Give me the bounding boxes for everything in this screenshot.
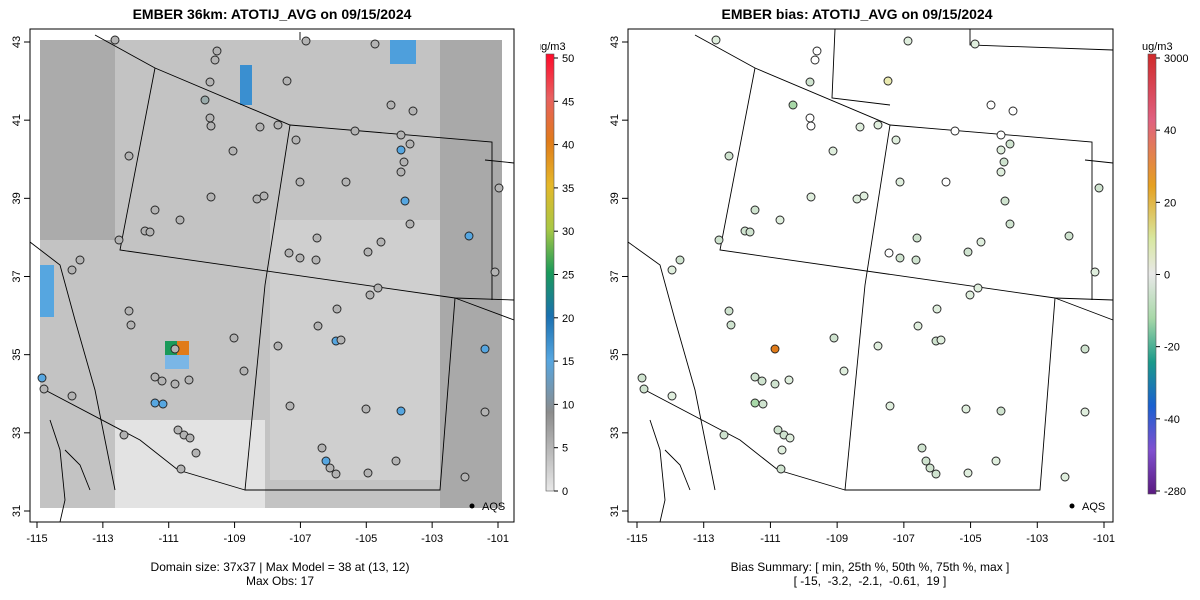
right-aqs-legend-marker xyxy=(1069,503,1075,509)
right-aqs-legend-label: AQS xyxy=(1082,501,1105,513)
y-tick-label: 33 xyxy=(11,427,23,439)
colorbar-tick-label: 0 xyxy=(562,486,568,498)
colorbar-tick-label: 20 xyxy=(562,313,574,325)
right-colorbar-unit: ug/m3 xyxy=(1142,41,1173,53)
y-tick-label: 35 xyxy=(609,349,621,361)
y-tick-label: 37 xyxy=(609,270,621,282)
y-tick-label: 43 xyxy=(11,36,23,48)
model-hotspot-blue xyxy=(165,355,189,369)
right-state-borders xyxy=(627,28,1114,523)
y-tick-label: 39 xyxy=(609,192,621,204)
x-tick-label: -109 xyxy=(826,533,848,545)
x-tick-label: -105 xyxy=(355,533,377,545)
colorbar-tick-label: 0 xyxy=(1164,270,1170,282)
y-tick-label: 33 xyxy=(609,427,621,439)
colorbar-tick-label: 15 xyxy=(562,356,574,368)
colorbar-tick-label: -280 xyxy=(1164,486,1186,498)
colorbar-tick-label: 45 xyxy=(562,96,574,108)
y-tick-label: 41 xyxy=(11,114,23,126)
model-hotspot-northeast xyxy=(390,40,416,64)
left-x-axis: -115 -113 -111 -109 -107 -105 -103 -101 xyxy=(26,522,509,545)
aqs-legend-marker xyxy=(469,503,475,509)
x-tick-label: -113 xyxy=(693,533,714,545)
left-panel-title: EMBER 36km: ATOTIJ_AVG on 09/15/2024 xyxy=(132,6,412,22)
model-hotspot-north xyxy=(240,65,252,105)
colorbar-tick-label: 40 xyxy=(1164,125,1176,137)
x-tick-label: -103 xyxy=(421,533,443,545)
right-map: AQS -115 -113 -111 -109 -107 -105 -103 -101 434… xyxy=(609,28,1115,545)
right-caption-line1: Bias Summary: [ min, 25th %, 50th %, 75t… xyxy=(730,560,1010,574)
x-tick-label: -103 xyxy=(1026,533,1048,545)
colorbar-tick-label: -20 xyxy=(1164,342,1180,354)
colorbar-tick-label: 3000 xyxy=(1164,53,1188,65)
model-max-cell xyxy=(177,341,189,355)
right-y-axis: 43 41 39 37 35 33 31 xyxy=(609,36,628,517)
right-x-axis: -115 -113 -111 -109 -107 -105 -103 -101 xyxy=(626,522,1115,545)
colorbar-tick-label: 30 xyxy=(562,226,574,238)
state-borders xyxy=(29,32,515,523)
x-tick-label: -115 xyxy=(626,533,647,545)
aqs-legend-label: AQS xyxy=(482,501,505,513)
y-tick-label: 35 xyxy=(11,349,23,361)
model-field-dark-west xyxy=(40,40,115,240)
colorbar-tick-label: -40 xyxy=(1164,414,1180,426)
colorbar-tick-label: 40 xyxy=(562,140,574,152)
model-field-light-south xyxy=(115,420,265,508)
y-tick-label: 39 xyxy=(11,192,23,204)
x-tick-label: -111 xyxy=(760,533,780,545)
x-tick-label: -115 xyxy=(26,533,47,545)
right-panel-title: EMBER bias: ATOTIJ_AVG on 09/15/2024 xyxy=(721,6,993,22)
left-colorbar-unit: ug/m3 xyxy=(540,41,566,53)
right-colorbar: ug/m3 3000 40 20 0 -20 -40 -280 xyxy=(1142,41,1188,498)
model-field-light-east xyxy=(270,220,440,480)
x-tick-label: -101 xyxy=(487,533,509,545)
colorbar-tick-label: 35 xyxy=(562,183,574,195)
right-caption-line2: [ -15, -3.2, -2.1, -0.61, 19 ] xyxy=(793,574,947,588)
left-caption-line1: Domain size: 37x37 | Max Model = 38 at (… xyxy=(150,560,410,574)
x-tick-label: -113 xyxy=(92,533,113,545)
y-tick-label: 31 xyxy=(609,505,621,517)
right-colorbar-ramp xyxy=(1147,53,1157,495)
y-tick-label: 43 xyxy=(609,36,621,48)
colorbar-tick-label: 25 xyxy=(562,270,574,282)
right-map-frame xyxy=(627,28,1114,523)
x-tick-label: -109 xyxy=(224,533,246,545)
colorbar-tick-label: 5 xyxy=(562,443,568,455)
y-tick-label: 41 xyxy=(609,114,621,126)
colorbar-tick-label: 50 xyxy=(562,53,574,65)
right-colorbar-ticks: 3000 40 20 0 -20 -40 -280 xyxy=(1156,53,1188,498)
y-tick-label: 37 xyxy=(11,270,23,282)
x-tick-label: -105 xyxy=(960,533,982,545)
model-hotspot-west xyxy=(40,265,54,317)
colorbar-tick-label: 20 xyxy=(1164,197,1176,209)
left-caption-line2: Max Obs: 17 xyxy=(245,574,315,588)
x-tick-label: -107 xyxy=(893,533,915,545)
left-y-axis: 43 41 39 37 35 33 31 xyxy=(11,36,30,517)
left-site-markers xyxy=(37,35,504,482)
x-tick-label: -111 xyxy=(159,533,179,545)
x-tick-label: -101 xyxy=(1093,533,1115,545)
right-site-markers xyxy=(637,35,1104,482)
left-colorbar-ramp xyxy=(545,53,555,492)
x-tick-label: -107 xyxy=(289,533,311,545)
y-tick-label: 31 xyxy=(11,505,23,517)
colorbar-tick-label: 10 xyxy=(562,399,574,411)
left-map: AQS -115 -113 -111 -109 -107 -105 -103 -101 434… xyxy=(11,28,515,545)
